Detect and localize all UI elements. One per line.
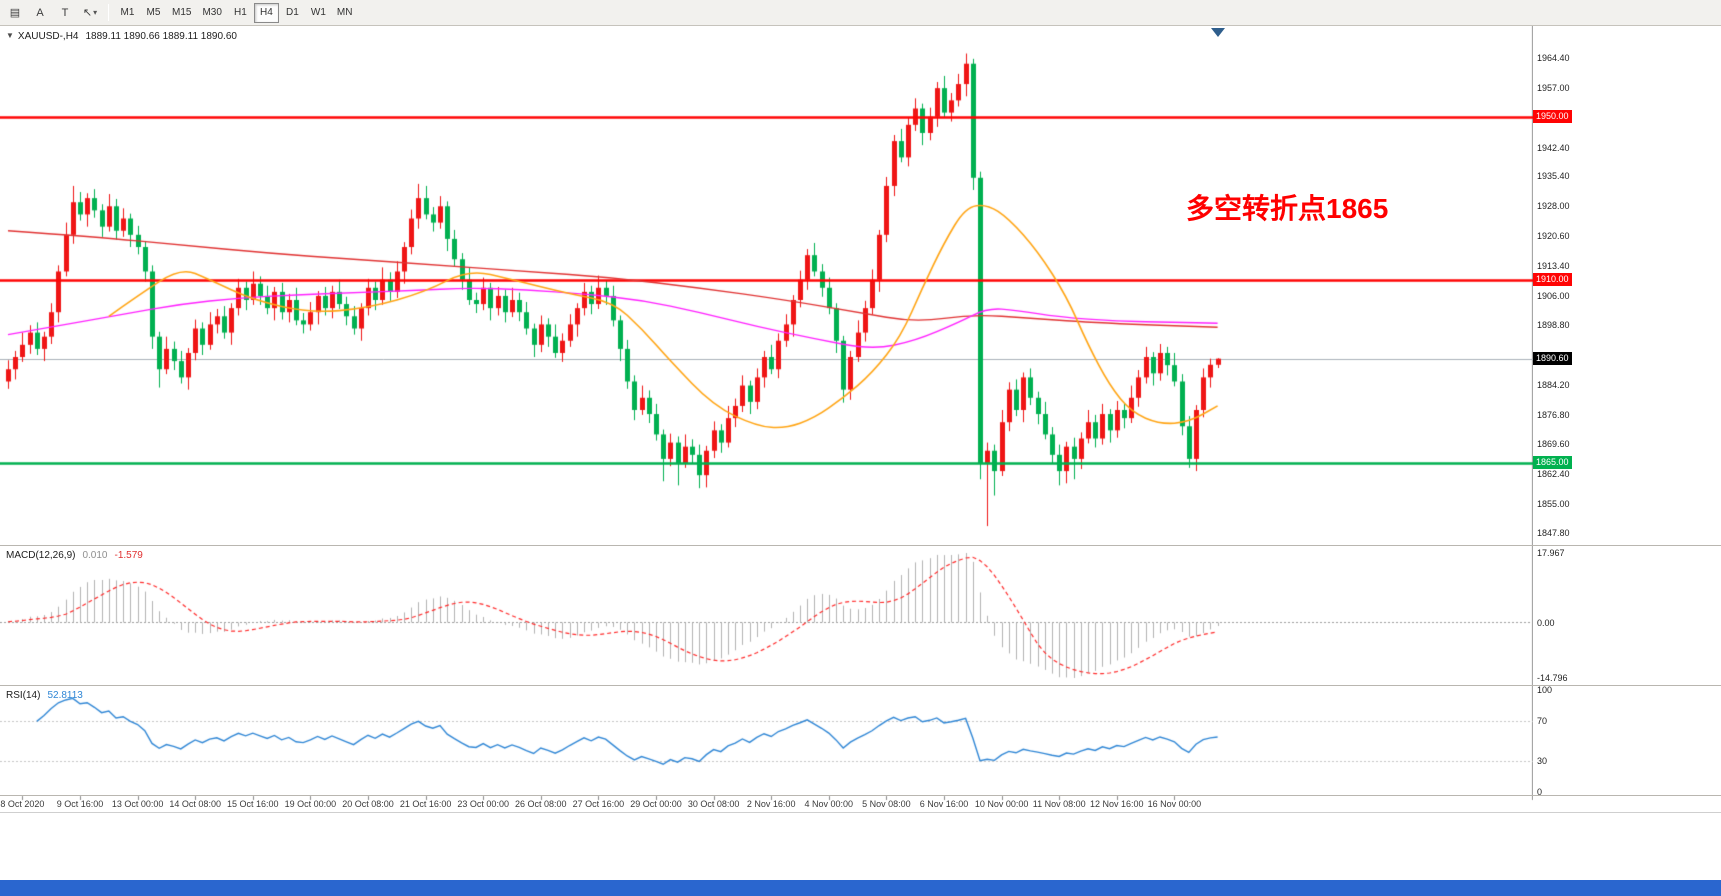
- time-axis-label: 30 Oct 08:00: [687, 799, 740, 809]
- macd-title: MACD(12,26,9) 0.010 -1.579: [6, 550, 143, 561]
- timeframe-button-m30[interactable]: M30: [197, 3, 226, 23]
- rsi-label: RSI(14): [6, 690, 41, 701]
- time-axis-label: 6 Nov 16:00: [919, 799, 969, 809]
- time-axis-label: 19 Oct 00:00: [284, 799, 337, 809]
- price-line-tag: 1950.00: [1533, 110, 1572, 124]
- timeframe-button-h1[interactable]: H1: [228, 3, 253, 23]
- rsi-title: RSI(14) 52.8113: [6, 690, 83, 701]
- toolbar-separator: [108, 4, 109, 21]
- timeframe-button-w1[interactable]: W1: [306, 3, 331, 23]
- time-axis-label: 27 Oct 16:00: [572, 799, 625, 809]
- time-axis-label: 16 Nov 00:00: [1147, 799, 1202, 809]
- time-axis-label: 4 Nov 00:00: [804, 799, 854, 809]
- rsi-axis-label: 70: [1537, 715, 1548, 726]
- price-chart-canvas[interactable]: [0, 26, 1533, 812]
- time-axis-label: 12 Nov 16:00: [1090, 799, 1144, 809]
- time-axis-label: 21 Oct 16:00: [399, 799, 452, 809]
- price-line-tag: 1890.60: [1533, 352, 1572, 366]
- time-axis-label: 13 Oct 00:00: [111, 799, 164, 809]
- text-tool-button[interactable]: A: [28, 2, 52, 23]
- collapse-triangle-icon[interactable]: ▼: [6, 31, 14, 40]
- time-axis-label: 5 Nov 08:00: [862, 799, 911, 809]
- time-axis-label: 11 Nov 08:00: [1032, 799, 1086, 809]
- price-axis-label: 1847.80: [1537, 528, 1570, 539]
- time-axis-label: 29 Oct 00:00: [630, 799, 682, 809]
- chevron-down-icon: ▾: [93, 8, 98, 17]
- timeframe-group: M1 M5 M15 M30 H1 H4 D1 W1 MN: [115, 2, 358, 23]
- chart-annotation-text: 多空转折点1865: [1186, 193, 1389, 224]
- time-axis-label: 2 Nov 16:00: [746, 799, 796, 809]
- price-axis-label: 1964.40: [1537, 53, 1570, 63]
- chart-shift-marker-icon[interactable]: [1211, 28, 1225, 37]
- price-axis-label: 1920.60: [1537, 231, 1570, 242]
- timeframe-button-mn[interactable]: MN: [332, 3, 358, 23]
- macd-label: MACD(12,26,9): [6, 550, 76, 561]
- price-axis-label: 1928.00: [1537, 201, 1570, 212]
- time-axis-label: 14 Oct 08:00: [169, 799, 221, 809]
- ohlc-values: 1889.11 1890.66 1889.11 1890.60: [85, 31, 237, 42]
- bottom-blue-bar: [0, 880, 1721, 896]
- panel-separator: [0, 795, 1721, 796]
- symbol-list-glyph: ▤: [9, 7, 21, 19]
- macd-axis-label: 0.00: [1537, 617, 1555, 628]
- timeframe-button-h4[interactable]: H4: [253, 2, 279, 23]
- text-tool-icon: A: [36, 6, 44, 19]
- rsi-axis-label: 100: [1537, 685, 1553, 695]
- macd-signal-value: -1.579: [114, 550, 143, 561]
- price-axis-label: 1869.60: [1537, 439, 1570, 450]
- rsi-axis-label: 30: [1537, 756, 1548, 767]
- timeframe-button-d1[interactable]: D1: [280, 3, 305, 23]
- price-axis-label: 1884.20: [1537, 379, 1570, 390]
- timeframe-button-m1[interactable]: M1: [115, 3, 140, 23]
- price-axis-label: 1898.80: [1537, 320, 1570, 331]
- timeframe-button-m5[interactable]: M5: [141, 3, 166, 23]
- price-axis-label: 1957.00: [1537, 83, 1570, 94]
- text-label-icon: T: [61, 6, 69, 19]
- price-line-tag: 1910.00: [1533, 273, 1572, 287]
- time-axis-label: 15 Oct 16:00: [227, 799, 279, 809]
- time-axis-label: 9 Oct 16:00: [56, 799, 104, 809]
- chart-title: ▼ XAUUSD-,H4 1889.11 1890.66 1889.11 1890.…: [6, 31, 237, 42]
- time-axis-label: 26 Oct 08:00: [515, 799, 567, 809]
- time-axis-label: 23 Oct 00:00: [457, 799, 509, 809]
- symbol-list-icon[interactable]: ▤: [3, 2, 27, 23]
- text-label-tool-button[interactable]: T: [53, 2, 77, 23]
- macd-axis-label: -14.796: [1537, 673, 1568, 683]
- cursor-tool-dropdown[interactable]: ↖ ▾: [78, 2, 102, 23]
- toolbar: ▤ A T ↖ ▾ M1 M5 M15 M30 H1 H4 D1 W1 MN: [0, 0, 1721, 26]
- rsi-axis-label: 0: [1537, 787, 1543, 797]
- price-axis-label: 1906.00: [1537, 290, 1570, 301]
- macd-axis-label: 17.967: [1537, 548, 1565, 558]
- cursor-icon: ↖: [82, 7, 93, 19]
- window-bottom-border: [0, 812, 1721, 813]
- price-axis-label: 1855.00: [1537, 498, 1570, 509]
- price-axis-label: 1862.40: [1537, 468, 1570, 479]
- panel-separator[interactable]: [0, 545, 1721, 546]
- time-axis-label: 8 Oct 2020: [0, 799, 45, 809]
- price-axis-label: 1913.40: [1537, 260, 1570, 271]
- timeframe-button-m15[interactable]: M15: [167, 3, 196, 23]
- price-axis-label: 1876.80: [1537, 409, 1570, 420]
- price-line-tag: 1865.00: [1533, 456, 1572, 470]
- price-axis-label: 1935.40: [1537, 171, 1570, 182]
- symbol-period-label: XAUUSD-,H4: [17, 31, 79, 42]
- panel-separator[interactable]: [0, 685, 1721, 686]
- price-axis-label: 1942.40: [1537, 142, 1570, 153]
- time-axis-label: 20 Oct 08:00: [342, 799, 394, 809]
- time-axis-label: 10 Nov 00:00: [974, 799, 1029, 809]
- macd-main-value: 0.010: [82, 550, 108, 561]
- rsi-value: 52.8113: [47, 690, 83, 701]
